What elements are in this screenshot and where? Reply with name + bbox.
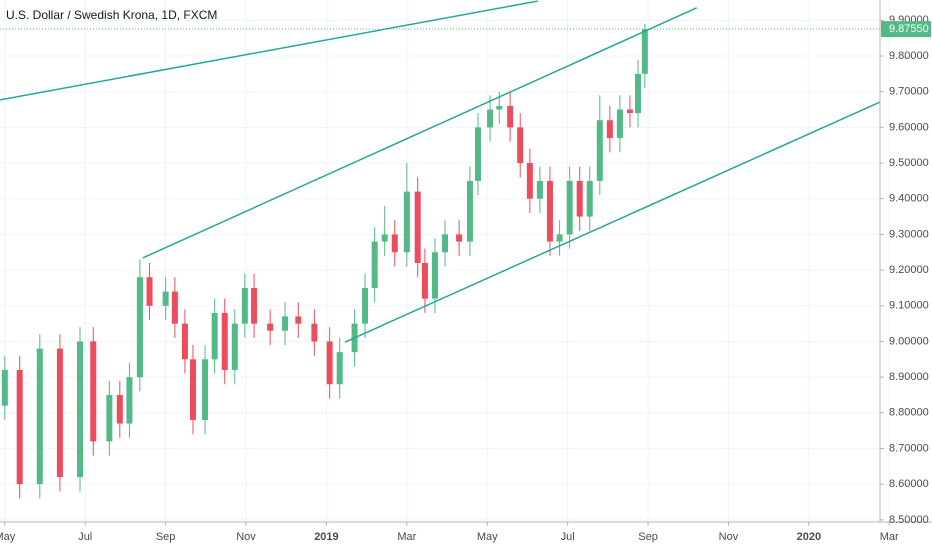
candle-body — [171, 291, 178, 324]
candle-body — [126, 377, 133, 424]
candle-body — [221, 312, 228, 371]
candle-body — [626, 109, 633, 114]
candle-body — [106, 394, 113, 442]
trendline — [0, 0, 539, 101]
candle-body — [181, 323, 188, 360]
candle-body — [36, 348, 43, 485]
x-tick-label: Mar — [880, 531, 899, 543]
candle-body — [403, 191, 410, 253]
x-tick-label: 2019 — [314, 531, 338, 543]
x-tick-label: Nov — [236, 531, 256, 543]
candle-body — [507, 105, 514, 128]
y-tick-label: 9.60000 — [889, 121, 929, 133]
x-tick-label: Sep — [638, 531, 658, 543]
x-tick-label: May — [477, 531, 498, 543]
candle-body — [90, 341, 97, 442]
y-tick-label: 9.10000 — [889, 300, 929, 312]
candle-body — [362, 287, 369, 324]
candle-body — [641, 29, 648, 74]
candle-body — [421, 262, 428, 299]
candle-body — [381, 234, 388, 242]
y-tick-label: 9.50000 — [889, 157, 929, 169]
candle-body — [371, 241, 378, 288]
candle-body — [336, 352, 343, 385]
candle-body — [146, 277, 153, 306]
x-tick-label: Jul — [561, 531, 575, 543]
candle-body — [311, 323, 318, 342]
grid — [0, 0, 890, 522]
candle-body — [391, 234, 398, 253]
candle-body — [606, 120, 613, 139]
candle-body — [414, 191, 421, 263]
y-tick-label: 8.70000 — [889, 442, 929, 454]
candle-body — [231, 323, 238, 371]
last-price-label: 9.87550 — [889, 23, 929, 35]
candle-body — [326, 341, 333, 385]
x-tick-label: Jul — [78, 531, 92, 543]
candle-body — [616, 109, 623, 139]
chart-title: U.S. Dollar / Swedish Krona, 1D, FXCM — [6, 8, 217, 22]
candle-body — [431, 252, 438, 299]
x-tick-label: May — [0, 531, 16, 543]
candle-body — [136, 277, 143, 378]
y-tick-label: 9.20000 — [889, 264, 929, 276]
x-tick-label: Nov — [719, 531, 739, 543]
candle-body — [586, 180, 593, 217]
candle-body — [116, 394, 123, 424]
y-tick-label: 9.30000 — [889, 228, 929, 240]
trendline — [142, 7, 697, 259]
y-tick-label: 9.00000 — [889, 335, 929, 347]
candle-body — [596, 120, 603, 181]
y-tick-label: 8.80000 — [889, 407, 929, 419]
x-tick-label: 2020 — [797, 531, 821, 543]
candle-body — [16, 370, 23, 485]
y-tick-label: 8.90000 — [889, 371, 929, 383]
candle-body — [162, 291, 169, 306]
candle-body — [77, 341, 83, 478]
candle-body — [517, 127, 524, 164]
x-tick-label: Sep — [156, 531, 176, 543]
candle-body — [251, 287, 258, 324]
y-tick-label: 9.40000 — [889, 193, 929, 205]
candle-body — [282, 316, 289, 331]
candle-body — [566, 180, 573, 235]
candle-body — [211, 312, 218, 360]
candle-body — [576, 180, 583, 217]
y-tick-label: 9.70000 — [889, 86, 929, 98]
last-price-box — [881, 21, 931, 38]
candle-body — [267, 323, 274, 331]
candle-body — [556, 234, 563, 242]
candle-body — [634, 73, 641, 114]
candle-body — [202, 359, 209, 420]
y-tick-label: 9.80000 — [889, 50, 929, 62]
plot-area — [0, 0, 880, 499]
y-tick-label: 8.60000 — [889, 478, 929, 490]
candle-body — [487, 109, 494, 128]
trendline — [344, 101, 880, 343]
candle-body — [546, 180, 553, 242]
candle-body — [496, 105, 503, 110]
candle-body — [466, 180, 473, 242]
candle-body — [241, 287, 248, 324]
candle-body — [1, 370, 8, 406]
candle-body — [536, 180, 543, 199]
candle-body — [442, 234, 449, 253]
candle-body — [295, 316, 302, 324]
candle-body — [474, 127, 481, 181]
candle-body — [189, 359, 196, 420]
candle-body — [56, 348, 63, 478]
candle-body — [526, 163, 533, 199]
x-tick-label: Mar — [397, 531, 416, 543]
candle-body — [456, 234, 463, 242]
y-tick-label: 8.50000 — [889, 514, 929, 526]
axes: 8.50000 8.60000 8.70000 8.80000 8.90000 9.000… — [0, 14, 931, 543]
